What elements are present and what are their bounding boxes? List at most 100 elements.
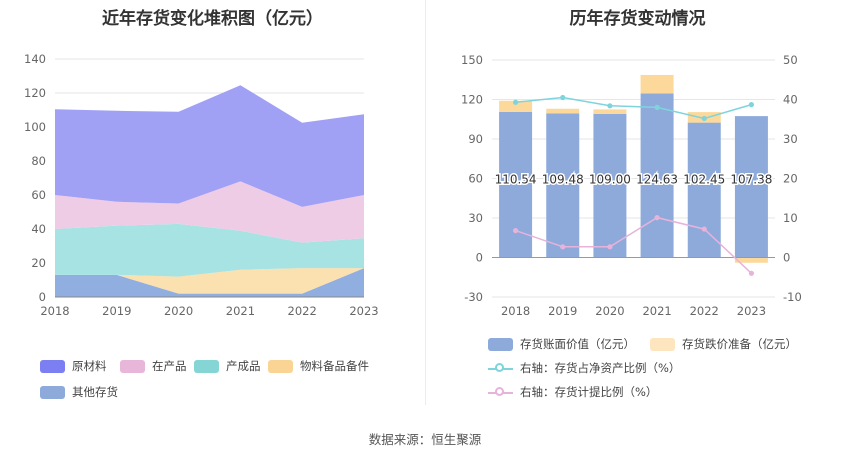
legend-label: 存货账面价值（亿元） (520, 337, 635, 351)
legend-label: 存货跌价准备（亿元） (682, 337, 797, 351)
legend-item[interactable]: 右轴：存货占净资产比例（%） (488, 360, 680, 376)
area-series-在产品 (55, 181, 364, 243)
legend-swatch (194, 359, 219, 373)
y-tick-label: 60 (31, 188, 46, 202)
line-point (748, 270, 755, 276)
y-tick-label: 0 (39, 290, 46, 304)
x-tick-label: 2020 (164, 304, 193, 318)
bar-impairment (593, 109, 627, 114)
legend-label: 其他存货 (72, 385, 118, 399)
legend-label: 产成品 (226, 359, 261, 373)
left-legend: 原材料 在产品 产成品 物料备品备件其他存货 (40, 358, 420, 408)
x-tick-label: 2022 (288, 304, 317, 318)
panel-divider (425, 0, 426, 405)
y-tick-label: 150 (461, 53, 483, 67)
legend-item[interactable]: 原材料 (40, 358, 107, 374)
line-point (560, 244, 566, 250)
y2-tick-label: 40 (783, 93, 798, 107)
right-legend: 存货账面价值（亿元） 存货跌价准备（亿元） 右轴：存货占净资产比例（%） 右轴：存货计… (488, 336, 828, 406)
line-point (512, 99, 519, 105)
area-series-原材料 (55, 85, 364, 207)
legend-item[interactable]: 物料备品备件 (268, 358, 369, 374)
data-source: 数据来源：恒生聚源 (368, 432, 482, 447)
y-tick-label: 60 (468, 172, 483, 186)
bar-book-value (734, 116, 768, 258)
y2-tick-label: 50 (783, 53, 798, 67)
x-tick-label: 2023 (349, 304, 378, 318)
y2-tick-label: 10 (783, 211, 798, 225)
legend-label: 在产品 (152, 359, 187, 373)
bar-data-label-halo: 110.54 (495, 173, 537, 187)
legend-item[interactable]: 其他存货 (40, 384, 118, 400)
bar-data-label: 124.63 (636, 173, 678, 187)
x-tick-label: 2019 (102, 304, 131, 318)
line-point (701, 115, 707, 122)
x-tick-label: 2021 (642, 304, 671, 318)
y2-tick-label: 30 (783, 132, 798, 146)
x-tick-label: 2020 (595, 304, 624, 318)
bar-impairment (499, 100, 533, 112)
right-chart-title: 历年存货变动情况 (569, 9, 706, 29)
left-chart-title: 近年存货变化堆积图（亿元） (102, 9, 323, 29)
legend-item[interactable]: 产成品 (194, 358, 261, 374)
legend-item[interactable]: 存货账面价值（亿元） (488, 336, 635, 352)
line-point (512, 228, 519, 234)
y2-tick-label: -10 (783, 290, 802, 304)
legend-swatch (40, 385, 65, 399)
line-point (654, 215, 660, 221)
bar-book-value (593, 113, 627, 258)
bar-data-label-halo: 109.48 (542, 173, 584, 187)
y-tick-label: 120 (461, 93, 483, 107)
bar-data-label: 109.00 (589, 173, 631, 187)
line-point (560, 94, 566, 101)
bar-impairment (640, 74, 674, 94)
inventory-bar-line-chart: -30 0 30 60 90 120 150 -10 0 10 20 30 40 50 2018 2019 20… (461, 53, 802, 318)
x-tick-label: 2023 (737, 304, 766, 318)
y2-tick-label: 0 (783, 251, 790, 265)
line-point (654, 104, 660, 110)
line-series-右轴：存货占净资产比例（%） (515, 96, 752, 120)
legend-label: 物料备品备件 (300, 359, 369, 373)
line-point (701, 226, 707, 232)
bar-data-label-halo: 102.45 (683, 173, 725, 187)
bar-impairment (546, 108, 580, 114)
legend-item[interactable]: 在产品 (120, 358, 187, 374)
area-series-物料备品备件 (55, 268, 364, 294)
x-tick-label: 2018 (501, 304, 530, 318)
line-point (607, 103, 613, 109)
bar-book-value (640, 93, 674, 258)
bar-data-label: 110.54 (495, 173, 537, 187)
legend-item[interactable]: 存货跌价准备（亿元） (650, 336, 797, 352)
y-tick-label: 100 (24, 120, 46, 134)
y-tick-label: 40 (31, 222, 46, 236)
bar-data-label: 102.45 (683, 173, 725, 187)
legend-label: 右轴：存货计提比例（%） (520, 385, 658, 399)
y2-tick-label: 20 (783, 172, 798, 186)
line-point (607, 244, 613, 250)
legend-swatch (650, 337, 675, 351)
y-tick-label: 140 (24, 52, 46, 66)
y-tick-label: 30 (468, 211, 483, 225)
bar-data-label: 107.38 (730, 173, 772, 187)
bar-book-value (687, 122, 721, 258)
bar-book-value (499, 111, 533, 258)
bar-impairment (734, 257, 768, 263)
stacked-area-chart: 0 20 40 60 80 100 120 140 2018 2019 2020 2021 2022 20… (24, 52, 379, 318)
y-tick-label: 20 (31, 256, 46, 270)
legend-swatch (40, 359, 65, 373)
line-series-右轴：存货计提比例（%） (515, 216, 752, 274)
legend-swatch (488, 337, 513, 351)
legend-label: 右轴：存货占净资产比例（%） (520, 361, 681, 375)
legend-swatch (268, 359, 293, 373)
legend-swatch (488, 386, 513, 399)
bar-data-label-halo: 107.38 (730, 173, 772, 187)
bar-book-value (546, 113, 580, 258)
x-tick-label: 2019 (548, 304, 577, 318)
y-tick-label: 80 (31, 154, 46, 168)
area-series-其他存货 (55, 268, 364, 297)
x-tick-label: 2018 (40, 304, 69, 318)
y-tick-label: 120 (24, 86, 46, 100)
legend-item[interactable]: 右轴：存货计提比例（%） (488, 384, 657, 400)
x-tick-label: 2022 (690, 304, 719, 318)
y-tick-label: 0 (476, 251, 483, 265)
